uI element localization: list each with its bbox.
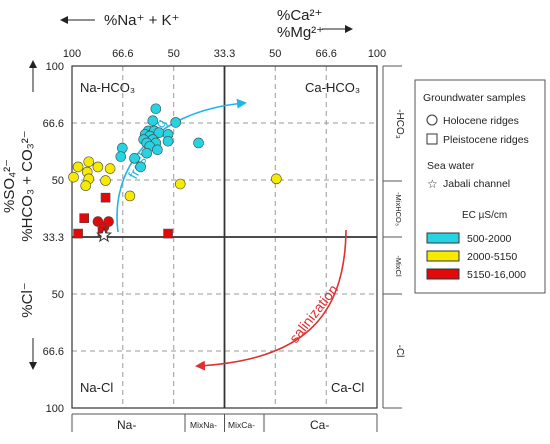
sample-point-circle <box>72 161 84 173</box>
top-right-axis-label-1: %Ca²⁺ <box>277 7 322 24</box>
legend-ec-swatch-1 <box>426 232 460 244</box>
left-lower-axis-label: %Cl⁻ <box>19 282 36 317</box>
sample-point-square <box>100 192 111 203</box>
legend-pleistocene-label: Pleistocene ridges <box>443 134 529 146</box>
top-tick-label: 100 <box>63 48 81 60</box>
left-lower-tick-label: 100 <box>46 403 64 415</box>
legend-sea-symbol: ☆ <box>427 177 438 191</box>
sample-point-circle <box>162 135 174 147</box>
freshening-arrow <box>116 98 247 233</box>
salinization-arrow <box>195 229 347 371</box>
sea-water-star <box>96 226 113 243</box>
sample-point-square <box>163 228 173 239</box>
top-tick-labels: 100 66.6 50 33.3 50 66.6 100 <box>63 48 386 60</box>
legend-box <box>414 79 546 294</box>
sample-point-circle <box>68 171 79 183</box>
top-tick-label: 66.6 <box>112 48 133 60</box>
top-tick-label: 50 <box>269 48 281 60</box>
sample-point-circle <box>152 144 163 156</box>
top-tick-label: 50 <box>168 48 180 60</box>
sample-point-circle <box>170 117 181 128</box>
bottom-label-mixna: MixNa- <box>190 420 217 430</box>
left-upper-tick-label: 50 <box>52 175 64 187</box>
sample-point-square <box>73 228 83 239</box>
sample-point-circle <box>92 161 104 173</box>
sample-point-circle <box>174 178 186 190</box>
sample-point-circle <box>129 153 140 164</box>
legend-ec-swatch-3 <box>426 268 460 280</box>
legend-ec-label-3: 5150-16,000 <box>467 269 526 281</box>
legend-ec-label-2: 2000-5150 <box>467 251 517 263</box>
legend-ec-title: EC µS/cm <box>462 210 507 221</box>
left-lower-tick-label: 50 <box>52 289 64 301</box>
sample-point-square <box>79 213 89 223</box>
sample-point-circle <box>141 147 153 159</box>
left-upper-tick-label: 100 <box>46 61 64 73</box>
sample-point-circle <box>115 151 127 162</box>
legend-sea-label: Jabali channel <box>443 178 510 190</box>
bottom-label-ca: Ca- <box>310 418 329 432</box>
legend-holocene-label: Holocene ridges <box>443 115 519 127</box>
left-tick-labels: 100 66.6 50 33.3 50 66.6 100 <box>43 61 64 415</box>
sample-point-circle <box>193 137 204 149</box>
sample-point-circle <box>83 156 95 168</box>
legend-ec-swatch-2 <box>426 250 460 262</box>
legend: Groundwater samples Holocene ridges Plei… <box>414 79 546 294</box>
sample-point-circle <box>104 163 116 174</box>
top-tick-label: 66.6 <box>316 48 337 60</box>
sample-point-circle <box>150 103 162 115</box>
top-left-axis-label: %Na⁺ + K⁺ <box>104 12 179 29</box>
top-tick-label: 33.3 <box>214 48 235 60</box>
sample-point-circle <box>271 173 282 185</box>
left-lower-tick-label: 66.6 <box>43 346 64 358</box>
quadrant-label-na-hco3: Na-HCO₃ <box>80 80 135 95</box>
right-label-mixhco3: -MixHCO₃ <box>394 192 403 226</box>
left-upper-axis-label-2: %HCO₃ + CO₃²⁻ <box>19 130 36 241</box>
bottom-label-na: Na- <box>117 418 136 432</box>
top-tick-label: 100 <box>368 48 386 60</box>
sample-point-circle <box>147 115 159 127</box>
sample-point-circle <box>100 175 111 186</box>
right-label-cl: -Cl <box>394 345 405 358</box>
left-upper-tick-label: 33.3 <box>43 232 64 244</box>
top-right-axis-label-2: %Mg²⁺ <box>277 24 324 41</box>
legend-holocene-symbol <box>426 114 438 126</box>
sample-point-circle <box>124 190 136 202</box>
sample-points <box>68 103 282 239</box>
right-label-hco3: -HCO₃ <box>394 109 405 139</box>
sample-point-circle <box>80 180 92 191</box>
quadrant-label-ca-hco3: Ca-HCO₃ <box>305 80 360 95</box>
left-upper-tick-label: 66.6 <box>43 118 64 130</box>
legend-ec-label-1: 500-2000 <box>467 233 512 245</box>
legend-pleistocene-symbol <box>426 133 438 145</box>
legend-sea-title: Sea water <box>427 160 475 172</box>
sea-water-point <box>96 226 113 243</box>
right-label-mixcl: -MixCl <box>394 255 403 277</box>
sample-point-circle <box>103 216 114 227</box>
salinization-label: salinization <box>286 281 341 345</box>
sample-point-circle <box>135 161 146 173</box>
legend-title: Groundwater samples <box>423 92 526 104</box>
left-upper-axis-label-1: %SO₄²⁻ <box>1 159 18 213</box>
quadrant-label-ca-cl: Ca-Cl <box>331 380 364 395</box>
bottom-label-mixca: MixCa- <box>228 420 255 430</box>
quadrant-label-na-cl: Na-Cl <box>80 380 113 395</box>
